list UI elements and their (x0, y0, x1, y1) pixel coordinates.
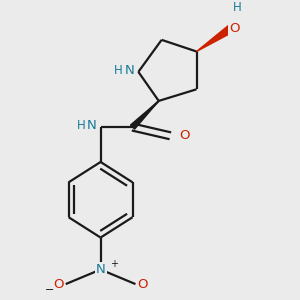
Text: O: O (180, 129, 190, 142)
Text: H: H (233, 2, 242, 14)
Text: O: O (137, 278, 148, 291)
Text: −: − (45, 285, 54, 295)
Text: O: O (229, 22, 240, 35)
Text: +: + (110, 259, 118, 269)
Polygon shape (130, 101, 159, 129)
Text: N: N (87, 119, 97, 132)
Text: O: O (53, 278, 64, 291)
Text: N: N (125, 64, 134, 77)
Text: H: H (114, 64, 122, 77)
Polygon shape (196, 25, 234, 52)
Text: N: N (96, 263, 106, 276)
Text: H: H (77, 119, 86, 132)
